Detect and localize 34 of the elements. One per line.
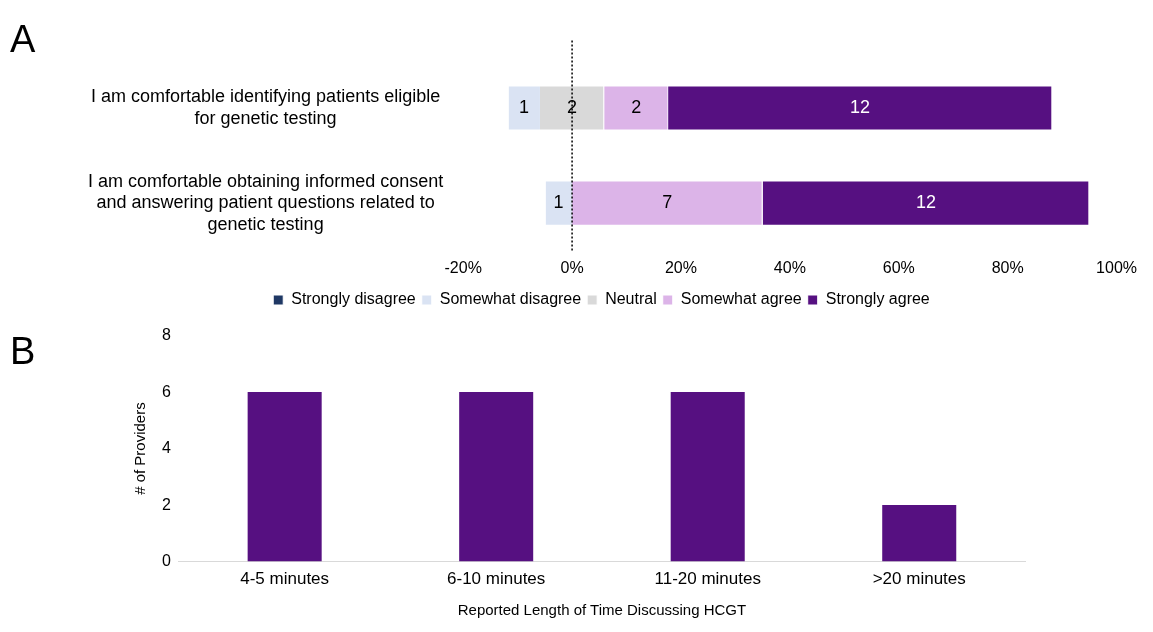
- annotation: 1: [553, 192, 564, 213]
- annotation: 12: [915, 192, 936, 213]
- annotation: 12: [850, 96, 871, 117]
- y-tick-label: 0: [161, 552, 171, 570]
- y-axis-title: # of Providers: [131, 402, 149, 495]
- annotation: 1: [518, 96, 529, 117]
- y-tick-label: 6: [161, 382, 171, 400]
- annotation: 2: [631, 96, 642, 117]
- y-tick-label: I am comfortable identifying patients eligible for genetic testing: [90, 86, 441, 128]
- y-tick-label: 4: [161, 439, 171, 457]
- x-tick-label: 6-10 minutes: [447, 569, 546, 589]
- x-axis-title: Reported Length of Time Discussing HCGT: [457, 601, 747, 619]
- x-tick-label: 60%: [882, 258, 915, 276]
- x-tick-label: 0%: [560, 258, 584, 276]
- x-tick-label: 20%: [664, 258, 697, 276]
- legend-label: Strongly disagree: [291, 290, 416, 308]
- legend-label: Strongly agree: [825, 290, 930, 308]
- annotation: 7: [662, 192, 673, 213]
- y-tick-label: 2: [161, 495, 171, 513]
- x-tick-label: 100%: [1096, 258, 1137, 276]
- x-tick-label: -20%: [444, 258, 482, 276]
- legend-label: Neutral: [605, 290, 657, 308]
- legend-label: Somewhat disagree: [439, 290, 582, 308]
- annotation: 2: [567, 96, 578, 117]
- y-tick-label: I am comfortable obtaining informed consent and answering patient questions related to genetic testing: [87, 170, 444, 234]
- text: A: [10, 18, 36, 61]
- x-tick-label: 4-5 minutes: [240, 569, 330, 589]
- legend-label: Somewhat agree: [680, 290, 802, 308]
- y-tick-label: 8: [161, 326, 171, 344]
- x-tick-label: 80%: [991, 258, 1024, 276]
- chart-title: B: [10, 330, 36, 373]
- x-tick-label: 11-20 minutes: [654, 569, 761, 589]
- x-tick-label: 40%: [773, 258, 806, 276]
- x-tick-label: >20 minutes: [872, 569, 966, 589]
